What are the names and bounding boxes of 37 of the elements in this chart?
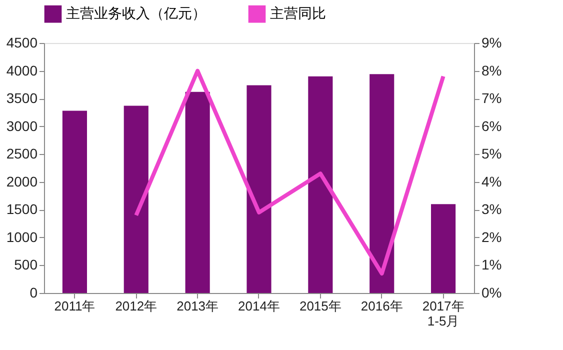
- y-tick-label: 2000: [6, 173, 38, 190]
- line-series: [134, 68, 446, 276]
- bar: [246, 85, 272, 293]
- x-tick-label: 2016年: [360, 298, 403, 314]
- legend-label: 主营同比: [270, 5, 326, 22]
- x-tick-label: 2015年: [299, 298, 342, 314]
- y-tick-label: 1500: [6, 201, 38, 218]
- y-tick-label: 4500: [6, 34, 38, 50]
- bar: [431, 204, 456, 293]
- bar: [370, 74, 394, 293]
- y-tick-label: 3500: [6, 90, 38, 106]
- y2-tick-label: 9%: [482, 34, 502, 50]
- y-tick-label: 0: [30, 284, 38, 300]
- y2-tick-label: 5%: [482, 146, 502, 162]
- bar: [62, 110, 87, 293]
- legend-label: 主营业务收入（亿元）: [66, 5, 206, 22]
- y2-tick-label: 6%: [482, 118, 502, 134]
- y-tick-label: 1000: [6, 228, 38, 245]
- y2-tick-label: 4%: [482, 173, 502, 190]
- y-tick-label: 500: [14, 256, 38, 273]
- bar: [308, 76, 333, 293]
- y2-tick-label: 1%: [482, 256, 502, 273]
- y-tick-label: 4000: [6, 62, 38, 78]
- y-tick-label: 2500: [6, 146, 38, 162]
- x-tick-label: 2013年: [176, 298, 219, 314]
- y2-tick-label: 0%: [482, 284, 502, 300]
- y2-tick-label: 8%: [482, 62, 502, 78]
- y-tick-label: 3000: [6, 118, 38, 134]
- x-tick-label: 2012年: [115, 298, 158, 314]
- x-tick-label: 2011年: [54, 298, 96, 314]
- x-tick-label: 2017年 1-5月: [422, 298, 464, 328]
- bar: [185, 92, 210, 293]
- y2-tick-label: 7%: [482, 90, 502, 106]
- bar: [124, 106, 148, 293]
- y2-tick-label: 2%: [482, 228, 502, 245]
- y2-tick-label: 3%: [482, 201, 502, 218]
- x-tick-label: 2014年: [238, 298, 280, 314]
